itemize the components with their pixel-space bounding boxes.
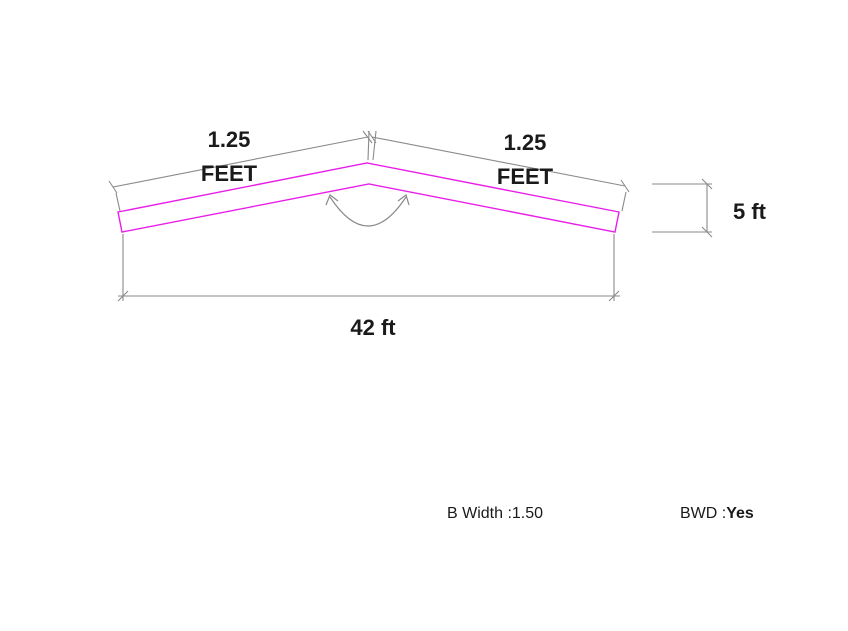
bwd-value: Yes [726,505,754,522]
left-leg-length-label: 1.25 [208,127,251,152]
bwd-field: BWD :Yes [680,505,754,523]
right-leg-unit-label: FEET [497,164,554,189]
height-label: 5 ft [733,199,767,224]
apex-angle-arc [325,194,410,227]
left-leg-dimension [108,130,373,212]
right-leg-dimension [367,130,630,212]
bwd-label: BWD : [680,505,727,522]
span-label: 42 ft [350,315,396,340]
b-width-label: B Width : [447,505,512,522]
span-dimension [117,234,620,302]
right-leg-length-label: 1.25 [504,130,547,155]
b-width-field: B Width :1.50 [447,505,543,523]
height-dimension [652,178,713,238]
roof-profile-shape [117,162,620,233]
b-width-value: 1.50 [511,505,544,522]
left-leg-unit-label: FEET [201,161,258,186]
